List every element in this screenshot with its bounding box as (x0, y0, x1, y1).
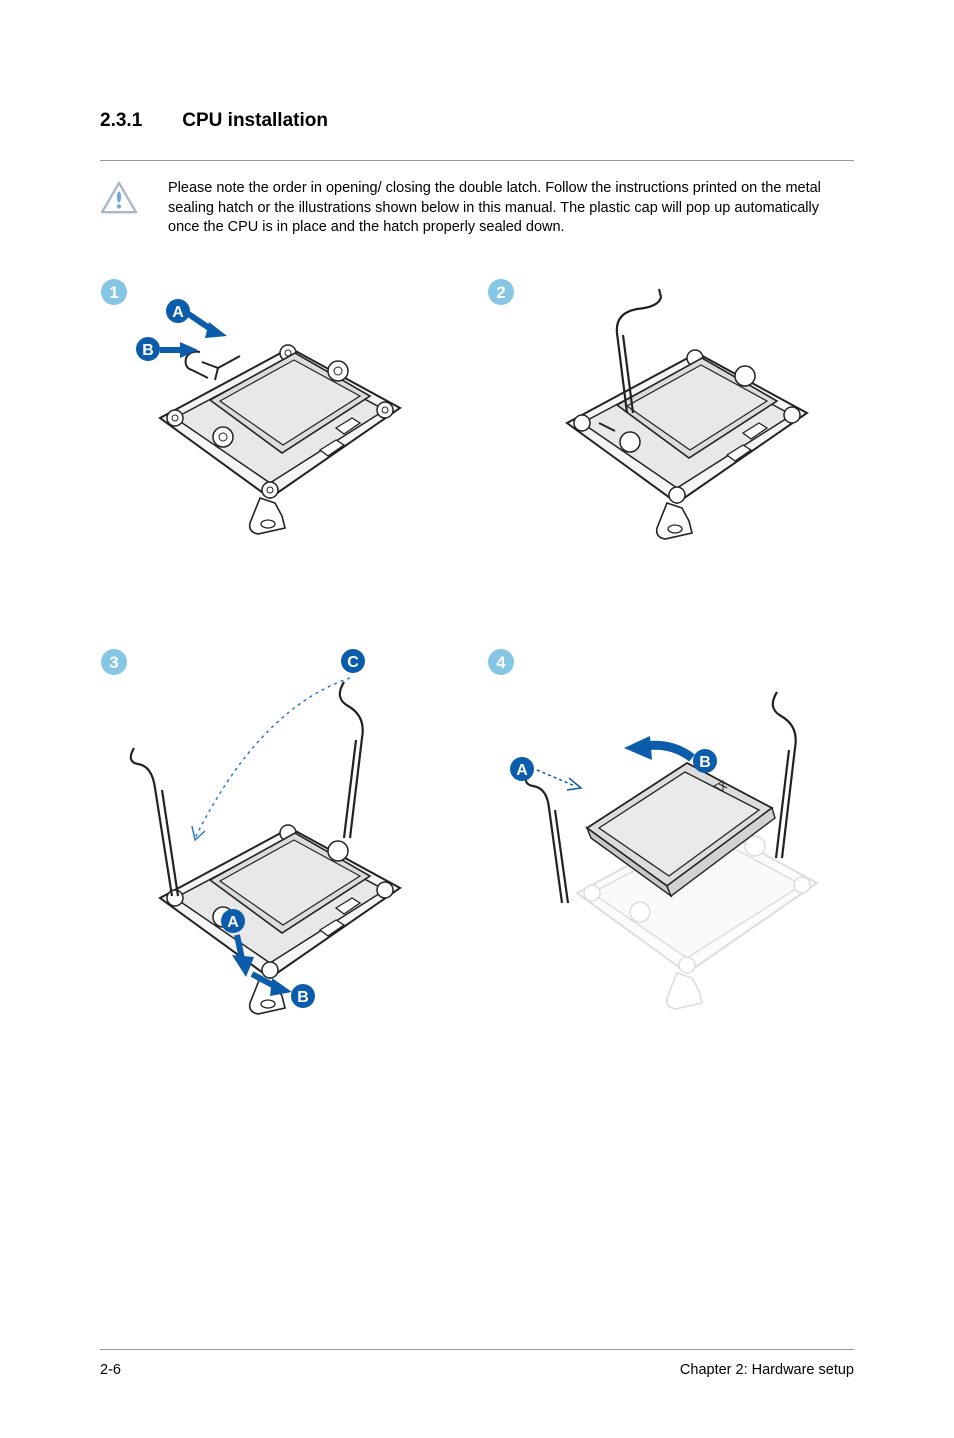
step-badge-4: 4 (487, 648, 515, 676)
label-badge-b3: B (290, 983, 316, 1009)
note-block: Please note the order in opening/ closin… (100, 179, 854, 238)
chapter-label: Chapter 2: Hardware setup (680, 1362, 854, 1378)
svg-text:B: B (297, 989, 309, 1006)
footer-divider (100, 1349, 854, 1350)
svg-text:4: 4 (496, 653, 506, 672)
section-title: CPU installation (182, 110, 328, 132)
step-badge-2: 2 (487, 278, 515, 306)
warning-icon (100, 181, 138, 220)
heading-divider (100, 160, 854, 161)
step-panel-2: 2 (487, 278, 854, 588)
svg-text:B: B (142, 342, 154, 359)
svg-text:1: 1 (109, 283, 118, 302)
big-arrow-b4 (622, 736, 697, 776)
arrow-b (158, 341, 198, 359)
svg-text:B: B (699, 754, 711, 771)
page-number: 2-6 (100, 1362, 121, 1378)
label-badge-a3: A (220, 908, 246, 934)
note-text: Please note the order in opening/ closin… (168, 179, 854, 238)
svg-text:A: A (227, 914, 239, 931)
step-panel-1: 1 (100, 278, 467, 588)
section-number: 2.3.1 (100, 110, 142, 132)
step-panel-3: 3 C (100, 648, 467, 1038)
illustration-grid: 1 (100, 278, 854, 1038)
dotted-line-a4 (535, 764, 585, 794)
arrow-b3-line (248, 968, 293, 998)
svg-text:A: A (516, 762, 528, 779)
section-heading: 2.3.1 CPU installation (100, 110, 854, 132)
page-footer: 2-6 Chapter 2: Hardware setup (100, 1349, 854, 1378)
step-panel-4: 4 (487, 648, 854, 1038)
socket-illustration-2 (517, 273, 837, 583)
svg-text:A: A (172, 304, 184, 321)
page: 2.3.1 CPU installation Please note the o… (0, 0, 954, 1438)
socket-illustration-4 (487, 678, 827, 1018)
label-badge-a4: A (509, 756, 535, 782)
svg-text:2: 2 (496, 283, 505, 302)
